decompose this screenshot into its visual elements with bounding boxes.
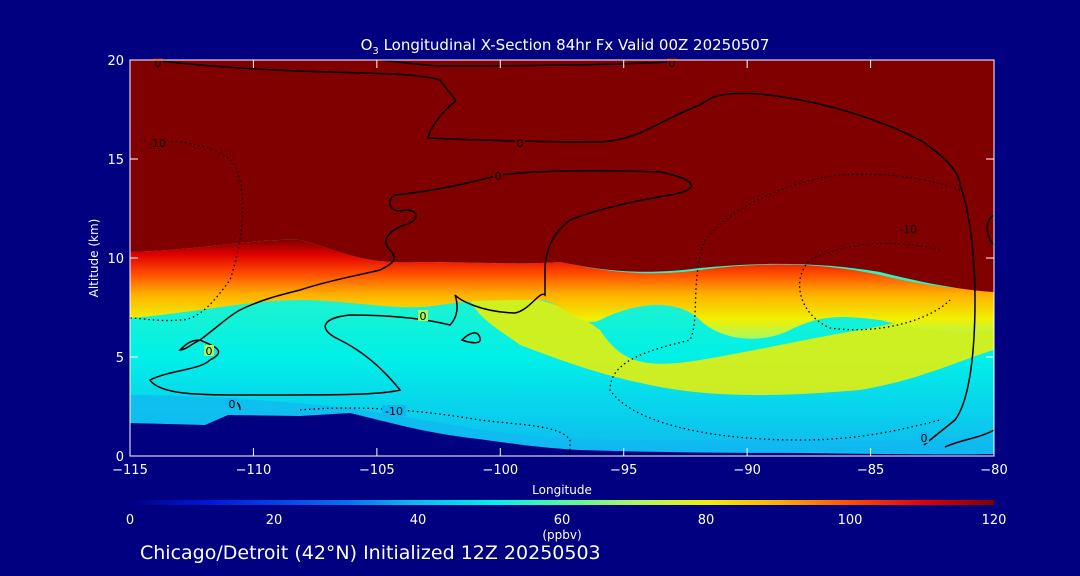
x-tick-label: −95 xyxy=(610,463,637,478)
contour-zero-island xyxy=(460,332,481,344)
y-tick-label: 10 xyxy=(107,252,124,267)
colorbar-unit-label: (ppbv) xyxy=(542,528,581,542)
x-tick-label: −115 xyxy=(112,463,148,478)
svg-text:0: 0 xyxy=(921,432,928,445)
x-axis-ticks: −115 −110 −105 −100 −95 −90 −85 −80 xyxy=(112,60,1008,478)
x-tick-label: −80 xyxy=(980,463,1007,478)
svg-text:0: 0 xyxy=(420,310,427,323)
contour-label: -10 xyxy=(382,405,406,418)
y-axis-ticks: 0 5 10 15 20 xyxy=(107,54,994,465)
contour-zero-line-1 xyxy=(152,60,976,446)
contour-label: 0 xyxy=(227,398,237,411)
colorbar-tick-label: 100 xyxy=(838,513,863,528)
y-tick-label: 0 xyxy=(116,450,124,465)
svg-text:0: 0 xyxy=(517,137,524,150)
chart-title: O3 Longitudinal X-Section 84hr Fx Valid … xyxy=(361,36,770,57)
x-tick-label: −105 xyxy=(359,463,395,478)
colorbar-ticks: 0 20 40 60 80 100 120 xyxy=(126,513,1007,528)
colorbar xyxy=(130,500,994,505)
contour-label: 0 xyxy=(919,432,929,445)
y-tick-label: 20 xyxy=(107,54,124,69)
colorbar-tick-label: 40 xyxy=(410,513,427,528)
colorbar-tick-label: 20 xyxy=(266,513,283,528)
y-axis-label: Altitude (km) xyxy=(87,219,101,298)
contour-labels: 0 0 0 0 0 0 0 0 -10 -10 -10 xyxy=(145,57,929,445)
svg-text:0: 0 xyxy=(206,345,213,358)
contour-zero-line-4 xyxy=(944,429,994,448)
contour-label: 0 xyxy=(493,170,503,183)
x-axis-label: Longitude xyxy=(532,483,592,497)
contour-label: 0 xyxy=(667,57,677,70)
y-tick-label: 15 xyxy=(107,153,124,168)
svg-text:-10: -10 xyxy=(899,223,917,236)
contour-zero-line-6 xyxy=(148,170,692,396)
contour-minus20-east xyxy=(799,242,951,331)
svg-text:-10: -10 xyxy=(385,405,403,418)
svg-text:0: 0 xyxy=(669,57,676,70)
svg-text:0: 0 xyxy=(155,57,162,70)
stratosphere-fill xyxy=(130,60,994,292)
contour-label: 0 xyxy=(153,57,163,70)
mid-troposphere-yellow-fill xyxy=(470,296,994,395)
colorbar-tick-label: 120 xyxy=(982,513,1007,528)
tropopause-band-fill xyxy=(130,239,994,339)
ozone-field xyxy=(130,60,994,456)
footer-caption: Chicago/Detroit (42°N) Initialized 12Z 2… xyxy=(140,542,601,564)
colorbar-tick-label: 0 xyxy=(126,513,134,528)
svg-text:0: 0 xyxy=(495,170,502,183)
x-tick-label: −110 xyxy=(236,463,272,478)
terrain xyxy=(130,413,994,456)
contour-label: -10 xyxy=(896,223,920,236)
contour-zero-line-2 xyxy=(986,214,994,246)
contour-label: -10 xyxy=(145,137,169,150)
svg-text:-10: -10 xyxy=(148,137,166,150)
contour-negative-group xyxy=(130,139,961,456)
contour-label: 0 xyxy=(515,137,525,150)
x-tick-label: −100 xyxy=(482,463,518,478)
colorbar-tick-label: 60 xyxy=(554,513,571,528)
colorbar-tick-label: 80 xyxy=(698,513,715,528)
svg-text:0: 0 xyxy=(229,398,236,411)
x-tick-label: −85 xyxy=(857,463,884,478)
contour-minus10-west xyxy=(130,139,244,322)
x-tick-label: −90 xyxy=(733,463,760,478)
contour-zero-line-3 xyxy=(379,60,673,67)
contour-label: 0 xyxy=(418,310,428,323)
y-tick-label: 5 xyxy=(116,351,124,366)
contour-label: 0 xyxy=(204,345,214,358)
